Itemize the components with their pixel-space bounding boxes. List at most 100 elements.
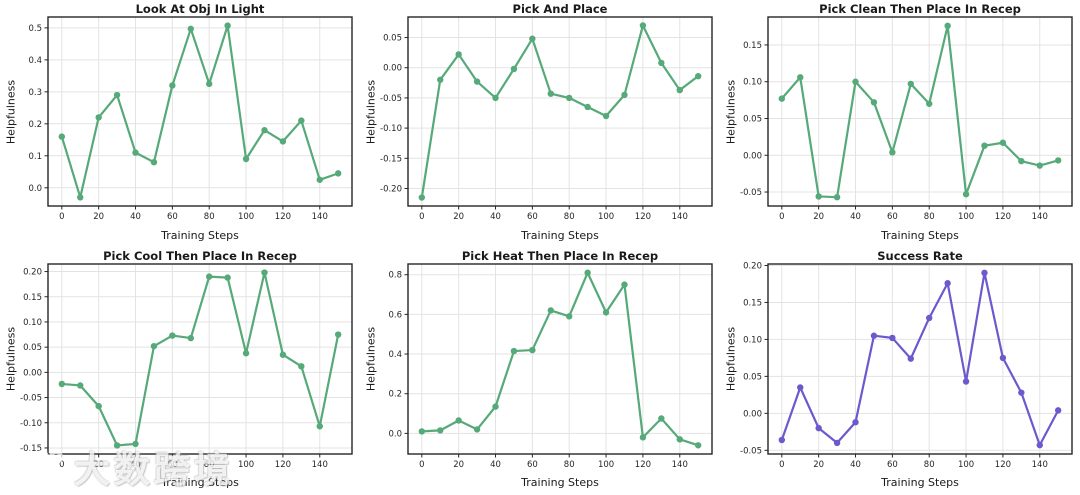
- y-axis-label: Helpfulness: [364, 326, 378, 392]
- subplot-pick-clean-then-place-in-recep: 0 20 40 60 80 100 120 140 -0.05 0.00 0.05 0.10 0.15 …: [720, 0, 1080, 247]
- svg-text:140: 140: [312, 212, 328, 222]
- svg-text:-0.05: -0.05: [740, 446, 762, 456]
- chart-canvas-pick-cool: 0 20 40 60 80 100 120 140 -0.15 -0.10 -0.05 0.00 0.0…: [20, 263, 353, 470]
- svg-text:40: 40: [130, 460, 141, 470]
- svg-text:60: 60: [887, 460, 898, 470]
- svg-text:0: 0: [779, 212, 784, 222]
- svg-text:0.5: 0.5: [28, 24, 42, 34]
- x-axis-label: Training Steps: [521, 476, 599, 489]
- svg-text:20: 20: [453, 460, 464, 470]
- y-axis-label: Helpfulness: [724, 326, 738, 392]
- svg-text:40: 40: [490, 460, 501, 470]
- svg-text:0.0: 0.0: [388, 429, 402, 439]
- svg-text:0.10: 0.10: [743, 78, 762, 88]
- x-axis-label: Training Steps: [161, 476, 239, 489]
- svg-text:0.2: 0.2: [388, 390, 402, 400]
- svg-text:-0.05: -0.05: [380, 94, 402, 104]
- svg-text:0.4: 0.4: [28, 56, 42, 66]
- svg-text:0.15: 0.15: [743, 298, 762, 308]
- svg-text:0: 0: [419, 460, 424, 470]
- svg-text:0.15: 0.15: [23, 293, 42, 303]
- svg-text:-0.05: -0.05: [740, 188, 762, 198]
- svg-text:20: 20: [93, 212, 104, 222]
- svg-text:100: 100: [958, 212, 974, 222]
- svg-text:40: 40: [850, 460, 861, 470]
- chart-canvas-pick-heat: 0 20 40 60 80 100 120 140 0.0 0.2 0.4 0.6 0.8: [388, 263, 713, 470]
- svg-text:0.00: 0.00: [23, 368, 42, 378]
- svg-text:-0.15: -0.15: [380, 154, 402, 164]
- subplot-success-rate: 0 20 40 60 80 100 120 140 -0.05 0.00 0.05 0.10 0.15 0…: [720, 247, 1080, 494]
- svg-text:0.00: 0.00: [743, 409, 762, 419]
- y-axis-label: Helpfulness: [364, 79, 378, 145]
- svg-text:40: 40: [490, 212, 501, 222]
- subplot-pick-and-place: 0 20 40 60 80 100 120 140 -0.20 -0.15 -0.10 -0.05 0.…: [360, 0, 720, 247]
- svg-text:100: 100: [238, 212, 254, 222]
- svg-text:0.4: 0.4: [388, 350, 402, 360]
- x-axis-label: Training Steps: [521, 229, 599, 242]
- chart-canvas-pick-and-place: 0 20 40 60 80 100 120 140 -0.20 -0.15 -0.10 -0.05 0.…: [380, 16, 713, 222]
- svg-text:120: 120: [995, 212, 1011, 222]
- svg-text:0.1: 0.1: [28, 152, 42, 162]
- svg-text:140: 140: [1032, 460, 1048, 470]
- svg-text:120: 120: [635, 460, 651, 470]
- svg-text:140: 140: [1032, 212, 1048, 222]
- svg-text:40: 40: [850, 212, 861, 222]
- x-axis-label: Training Steps: [161, 229, 239, 242]
- y-axis-label: Helpfulness: [4, 326, 18, 392]
- svg-text:0.05: 0.05: [23, 343, 42, 353]
- svg-text:0: 0: [59, 460, 64, 470]
- svg-text:140: 140: [672, 460, 688, 470]
- svg-text:0: 0: [419, 212, 424, 222]
- svg-text:60: 60: [167, 460, 178, 470]
- svg-text:140: 140: [312, 460, 328, 470]
- svg-text:120: 120: [275, 212, 291, 222]
- svg-text:0.0: 0.0: [28, 184, 42, 194]
- chart-title: Success Rate: [877, 249, 963, 263]
- svg-text:-0.05: -0.05: [20, 394, 42, 404]
- svg-text:100: 100: [958, 460, 974, 470]
- svg-text:100: 100: [598, 460, 614, 470]
- x-axis-label: Training Steps: [881, 229, 959, 242]
- y-axis-label: Helpfulness: [4, 79, 18, 145]
- svg-text:120: 120: [275, 460, 291, 470]
- svg-text:120: 120: [995, 460, 1011, 470]
- chart-title: Pick Cool Then Place In Recep: [103, 249, 297, 263]
- chart-canvas-pick-clean: 0 20 40 60 80 100 120 140 -0.05 0.00 0.05 0.10 0.15: [740, 16, 1073, 222]
- svg-text:80: 80: [564, 212, 575, 222]
- svg-text:20: 20: [93, 460, 104, 470]
- svg-text:80: 80: [204, 212, 215, 222]
- svg-text:20: 20: [813, 212, 824, 222]
- svg-text:0: 0: [779, 460, 784, 470]
- chart-title: Pick Heat Then Place In Recep: [461, 249, 659, 263]
- svg-text:140: 140: [672, 212, 688, 222]
- svg-text:100: 100: [238, 460, 254, 470]
- svg-text:20: 20: [453, 212, 464, 222]
- svg-text:0.10: 0.10: [23, 318, 42, 328]
- chart-canvas-success-rate: 0 20 40 60 80 100 120 140 -0.05 0.00 0.05 0.10 0.15 0…: [740, 261, 1073, 470]
- svg-text:40: 40: [130, 212, 141, 222]
- svg-text:60: 60: [887, 212, 898, 222]
- svg-text:0.15: 0.15: [743, 41, 762, 51]
- svg-text:60: 60: [527, 460, 538, 470]
- chart-title: Pick Clean Then Place In Recep: [819, 2, 1021, 16]
- svg-text:0.6: 0.6: [388, 310, 402, 320]
- svg-text:0.10: 0.10: [743, 335, 762, 345]
- x-axis-label: Training Steps: [881, 476, 959, 489]
- svg-text:0.05: 0.05: [743, 372, 762, 382]
- svg-text:60: 60: [527, 212, 538, 222]
- y-axis-label: Helpfulness: [724, 79, 738, 145]
- svg-text:0.00: 0.00: [383, 64, 402, 74]
- chart-title: Look At Obj In Light: [135, 2, 265, 16]
- svg-text:20: 20: [813, 460, 824, 470]
- svg-text:0.2: 0.2: [28, 120, 42, 130]
- svg-text:0.20: 0.20: [743, 261, 762, 271]
- svg-text:0.8: 0.8: [388, 271, 402, 281]
- subplot-look-at-obj-in-light: 0 20 40 60 80 100 120 140 0.0 0.1 0.2 0.3 0.4 0.5 Loo…: [0, 0, 360, 247]
- svg-text:0.20: 0.20: [23, 268, 42, 278]
- svg-text:-0.20: -0.20: [380, 184, 402, 194]
- svg-text:0.05: 0.05: [743, 114, 762, 124]
- svg-text:60: 60: [167, 212, 178, 222]
- svg-text:80: 80: [924, 460, 935, 470]
- subplot-pick-heat-then-place-in-recep: 0 20 40 60 80 100 120 140 0.0 0.2 0.4 0.6 0.8 Pick H…: [360, 247, 720, 494]
